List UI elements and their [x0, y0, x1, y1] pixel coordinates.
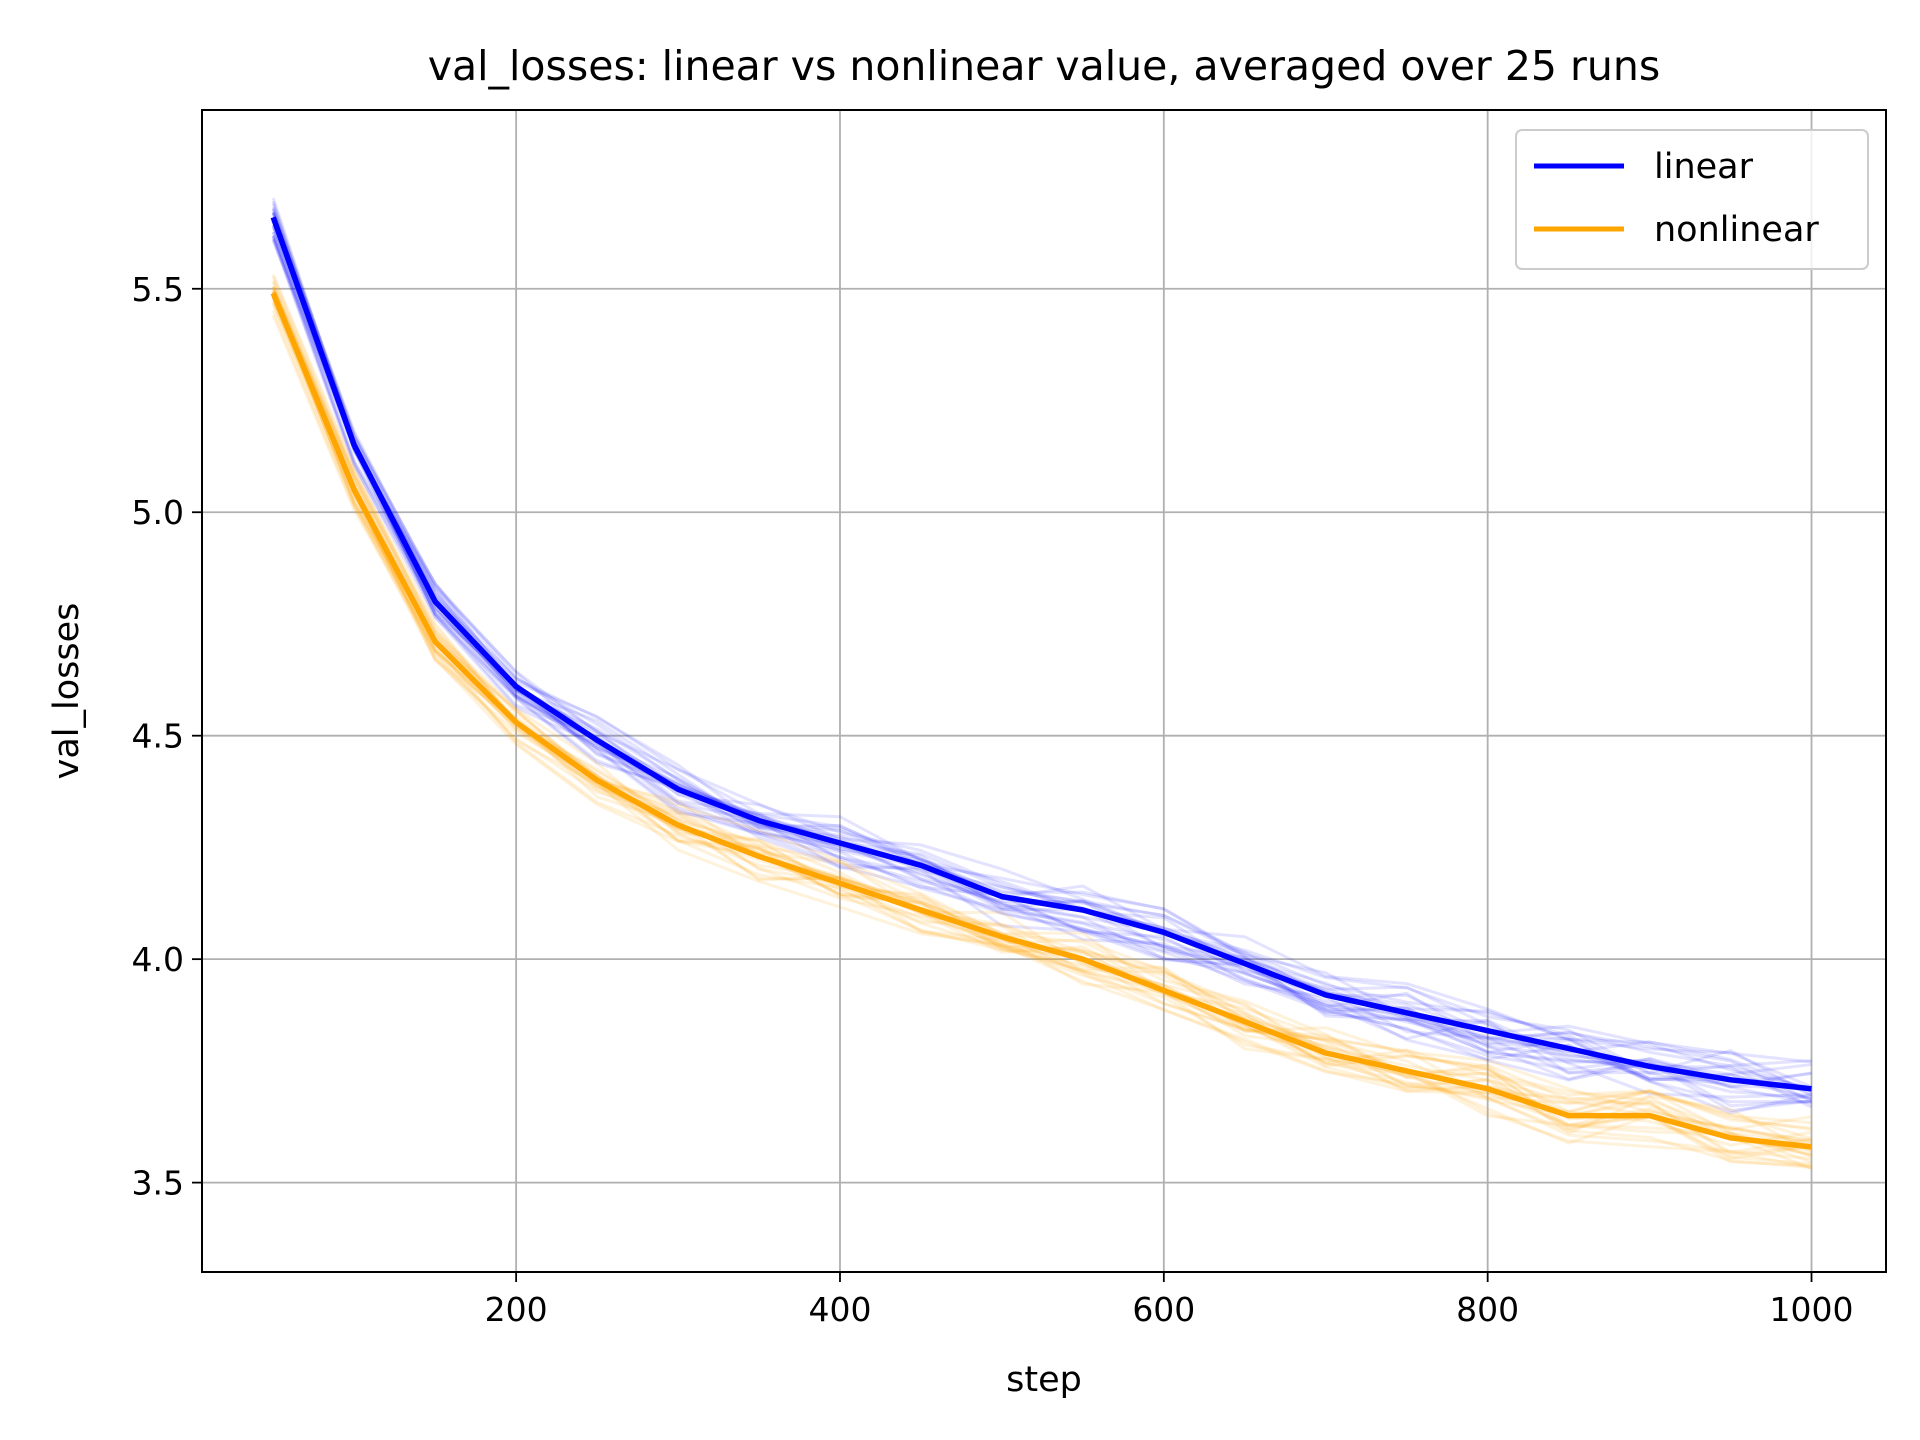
- legend-label-linear: linear: [1654, 147, 1754, 187]
- run-line-nonlinear: [271, 309, 1812, 1157]
- run-line-linear: [271, 231, 1812, 1101]
- plot-frame: [201, 109, 1887, 1273]
- run-line-linear: [271, 212, 1813, 1089]
- x-tick-label: 400: [808, 1290, 871, 1329]
- legend-label-nonlinear: nonlinear: [1654, 210, 1819, 250]
- run-line-linear: [271, 238, 1812, 1113]
- chart-title: val_losses: linear vs nonlinear value, a…: [428, 42, 1660, 90]
- x-tick-label: 200: [485, 1290, 548, 1329]
- y-tick-label: 5.5: [132, 270, 184, 309]
- y-axis-ticks: 3.5 4.0 4.5 5.0 5.5: [132, 270, 202, 1203]
- y-tick-label: 4.0: [132, 940, 184, 979]
- x-tick-label: 800: [1456, 1290, 1519, 1329]
- x-tick-label: 600: [1132, 1290, 1195, 1329]
- series-line-linear: [270, 216, 1812, 1092]
- grid-lines: [202, 110, 1886, 1272]
- run-line-linear: [271, 208, 1812, 1091]
- run-line-linear: [271, 208, 1812, 1080]
- run-line-linear: [271, 217, 1812, 1090]
- run-line-linear: [271, 224, 1812, 1104]
- series-line-nonlinear: [270, 292, 1812, 1150]
- run-line-linear: [271, 231, 1812, 1105]
- run-line-linear: [271, 237, 1812, 1100]
- run-line-linear: [271, 235, 1812, 1108]
- legend: linear nonlinear: [1515, 129, 1869, 270]
- y-tick-label: 4.5: [132, 717, 184, 756]
- run-line-linear: [271, 203, 1813, 1098]
- run-line-linear: [271, 212, 1812, 1089]
- run-line-nonlinear: [271, 289, 1812, 1125]
- run-line-nonlinear: [271, 290, 1812, 1144]
- x-tick-label: 1000: [1770, 1290, 1854, 1329]
- run-line-linear: [271, 217, 1813, 1103]
- y-axis-label: val_losses: [47, 603, 87, 780]
- run-line-linear: [271, 235, 1812, 1090]
- x-axis-label: step: [1006, 1360, 1082, 1400]
- y-tick-label: 3.5: [132, 1164, 184, 1203]
- y-tick-label: 5.0: [132, 493, 184, 532]
- run-line-nonlinear: [271, 295, 1812, 1161]
- run-line-nonlinear: [271, 314, 1812, 1168]
- x-axis-ticks: 200 400 600 800 1000: [485, 1272, 1854, 1329]
- run-line-nonlinear: [271, 300, 1812, 1169]
- mean-series-lines: [270, 216, 1812, 1150]
